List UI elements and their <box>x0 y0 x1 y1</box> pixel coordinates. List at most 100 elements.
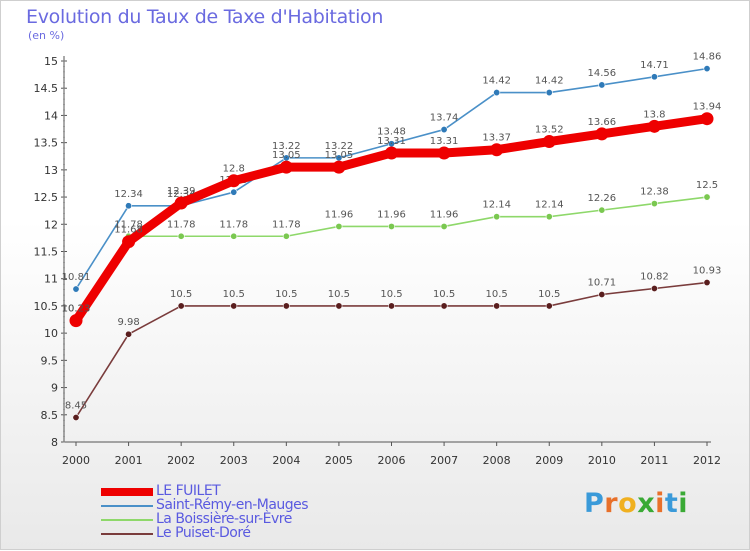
data-label: 13.74 <box>430 113 459 124</box>
data-label: 11.78 <box>219 219 248 230</box>
data-label: 14.56 <box>588 68 617 79</box>
y-tick-label: 8.5 <box>41 409 59 422</box>
x-tick-label: 2000 <box>62 454 90 467</box>
data-point <box>545 89 553 97</box>
data-point <box>125 330 133 338</box>
data-label: 10.23 <box>62 304 91 315</box>
y-tick-label: 12 <box>44 218 58 231</box>
data-point <box>279 160 293 174</box>
y-tick-label: 10 <box>44 327 58 340</box>
data-point <box>230 232 238 240</box>
legend-swatch <box>101 488 153 496</box>
data-point <box>490 143 504 157</box>
x-tick-label: 2011 <box>640 454 668 467</box>
data-point <box>69 314 83 328</box>
data-label: 13.37 <box>482 133 511 144</box>
data-label: 11.68 <box>114 225 143 236</box>
data-label: 8.45 <box>65 401 87 412</box>
data-label: 10.5 <box>486 289 508 300</box>
x-tick-label: 2007 <box>430 454 458 467</box>
data-label: 10.5 <box>170 289 192 300</box>
data-point <box>174 196 188 210</box>
logo-letter: t <box>664 488 679 519</box>
legend-item: La Boissière-sur-Èvre <box>101 511 421 527</box>
y-tick-label: 14.5 <box>34 82 59 95</box>
unit-label: (en %) <box>28 29 65 42</box>
data-point <box>122 235 136 249</box>
data-point <box>493 89 501 97</box>
legend-item: Saint-Rémy-en-Mauges <box>101 497 421 513</box>
data-label: 10.5 <box>538 289 560 300</box>
data-label: 10.5 <box>328 289 350 300</box>
legend-swatch <box>101 533 153 535</box>
data-point <box>542 135 556 149</box>
legend: LE FUILET Saint-Rémy-en-Mauges La Boissièr… <box>101 483 421 541</box>
data-point <box>703 279 711 287</box>
data-label: 12.34 <box>167 189 196 200</box>
data-label: 11.96 <box>325 209 354 220</box>
data-point <box>703 65 711 73</box>
data-point <box>387 302 395 310</box>
data-point <box>440 126 448 134</box>
x-tick-label: 2005 <box>325 454 353 467</box>
data-point <box>598 290 606 298</box>
data-label: 10.5 <box>380 289 402 300</box>
data-label: 12.14 <box>482 200 511 211</box>
x-tick-label: 2004 <box>272 454 300 467</box>
data-point <box>598 206 606 214</box>
data-point <box>72 285 80 293</box>
y-tick-label: 8 <box>51 436 58 449</box>
data-label: 14.86 <box>693 52 722 63</box>
y-tick-label: 10.5 <box>34 300 59 313</box>
x-tick-label: 2003 <box>220 454 248 467</box>
data-label: 13.8 <box>643 109 665 120</box>
data-label: 9.98 <box>117 317 139 328</box>
data-point <box>230 188 238 196</box>
x-tick-label: 2008 <box>483 454 511 467</box>
proxiti-logo: Proxiti <box>584 488 688 519</box>
data-label: 13.66 <box>588 117 617 128</box>
data-point <box>282 232 290 240</box>
data-point <box>230 302 238 310</box>
data-label: 11.78 <box>167 219 196 230</box>
logo-letter: x <box>637 488 656 519</box>
x-tick-label: 2012 <box>693 454 721 467</box>
legend-swatch <box>101 519 153 521</box>
y-tick-label: 11 <box>44 273 58 286</box>
data-label: 12.5 <box>696 180 718 191</box>
y-tick-label: 9 <box>51 382 58 395</box>
data-point <box>227 174 241 188</box>
data-point <box>177 302 185 310</box>
data-label: 13.22 <box>325 141 354 152</box>
data-label: 13.31 <box>377 136 406 147</box>
data-point <box>332 160 346 174</box>
data-label: 13.94 <box>693 102 722 113</box>
data-label: 10.5 <box>275 289 297 300</box>
data-label: 11.78 <box>272 219 301 230</box>
x-tick-label: 2002 <box>167 454 195 467</box>
data-point <box>650 73 658 81</box>
logo-letter: P <box>584 488 605 519</box>
data-point <box>647 119 661 133</box>
data-point <box>125 202 133 210</box>
data-label: 12.34 <box>114 189 143 200</box>
data-point <box>493 302 501 310</box>
data-label: 14.42 <box>535 76 564 87</box>
data-point <box>545 213 553 221</box>
data-label: 10.23 <box>62 304 91 315</box>
data-point <box>595 127 609 141</box>
data-point <box>598 81 606 89</box>
data-label: 10.93 <box>693 266 722 277</box>
logo-letter: r <box>604 488 619 519</box>
logo-letter: i <box>655 488 665 519</box>
data-point <box>440 302 448 310</box>
data-point <box>335 302 343 310</box>
data-label: 13.05 <box>325 150 354 161</box>
y-tick-label: 11.5 <box>34 246 59 259</box>
legend-item: Le Puiset-Doré <box>101 525 421 541</box>
data-label: 14.71 <box>640 60 669 71</box>
legend-label: La Boissière-sur-Èvre <box>156 511 292 527</box>
data-label: 13.31 <box>430 136 459 147</box>
